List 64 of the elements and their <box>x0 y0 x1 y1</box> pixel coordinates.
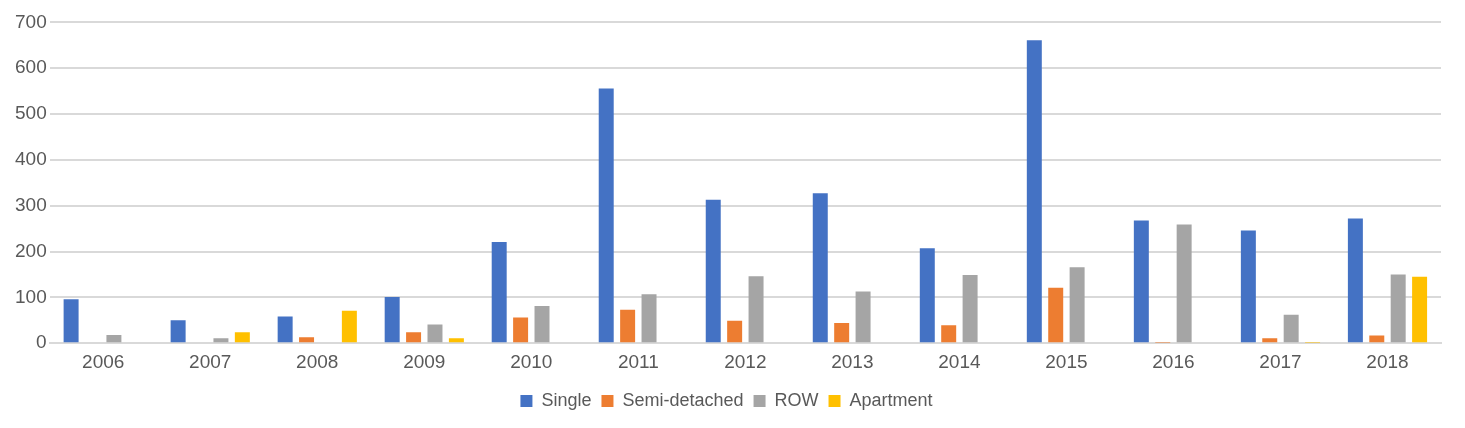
bar <box>941 325 957 343</box>
bar <box>277 316 293 343</box>
y-tick-label: 0 <box>36 331 47 353</box>
y-tick-label: 200 <box>15 239 47 261</box>
legend-label: ROW <box>774 389 819 410</box>
bar <box>406 332 422 343</box>
x-tick-label: 2008 <box>296 350 339 372</box>
bar <box>1176 224 1192 343</box>
x-tick-label: 2016 <box>1152 350 1195 372</box>
bar <box>384 296 400 343</box>
x-tick-label: 2014 <box>938 350 981 372</box>
x-tick-label: 2009 <box>403 350 446 372</box>
bar <box>962 274 978 343</box>
bar <box>834 323 850 343</box>
bar <box>448 338 464 343</box>
bar <box>534 306 550 343</box>
x-tick-label: 2015 <box>1045 350 1088 372</box>
y-tick-label: 400 <box>15 148 47 170</box>
bar <box>1390 274 1406 343</box>
bar <box>748 276 764 343</box>
x-tick-label: 2010 <box>510 350 553 372</box>
bar <box>170 320 186 343</box>
bar <box>705 199 721 343</box>
x-tick-label: 2006 <box>82 350 125 372</box>
bar <box>1369 335 1385 343</box>
bar <box>106 334 122 343</box>
y-tick-label: 600 <box>15 56 47 78</box>
bar <box>1026 40 1042 343</box>
bar <box>1240 230 1256 343</box>
legend-label: Apartment <box>849 389 933 410</box>
bar <box>1347 218 1363 343</box>
bar <box>427 324 443 343</box>
legend-label: Single <box>541 389 592 410</box>
bar <box>1069 267 1085 343</box>
bar <box>812 193 828 343</box>
bar <box>919 248 935 343</box>
bar <box>213 338 229 343</box>
y-tick-label: 100 <box>15 285 47 307</box>
x-tick-label: 2013 <box>831 350 874 372</box>
bar <box>1283 314 1299 343</box>
x-tick-label: 2018 <box>1366 350 1409 372</box>
y-tick-label: 300 <box>15 193 47 215</box>
y-tick-label: 700 <box>15 10 47 32</box>
bar <box>491 241 507 343</box>
bar <box>234 332 250 343</box>
bar <box>598 88 614 343</box>
bar <box>1262 338 1278 343</box>
x-tick-label: 2017 <box>1259 350 1302 372</box>
bar <box>1412 276 1428 343</box>
bar <box>1048 287 1064 343</box>
x-tick-label: 2012 <box>724 350 767 372</box>
bar <box>855 291 871 343</box>
bar <box>727 320 743 343</box>
y-tick-label: 500 <box>15 102 47 124</box>
legend-label: Semi-detached <box>622 389 744 410</box>
bar <box>641 294 657 343</box>
x-tick-label: 2011 <box>617 350 659 372</box>
bar <box>63 299 79 343</box>
bar <box>513 317 529 343</box>
x-tick-label: 2007 <box>189 350 232 372</box>
bar <box>620 309 636 343</box>
bar <box>1133 220 1149 343</box>
bar <box>341 310 357 343</box>
bar <box>299 337 315 343</box>
